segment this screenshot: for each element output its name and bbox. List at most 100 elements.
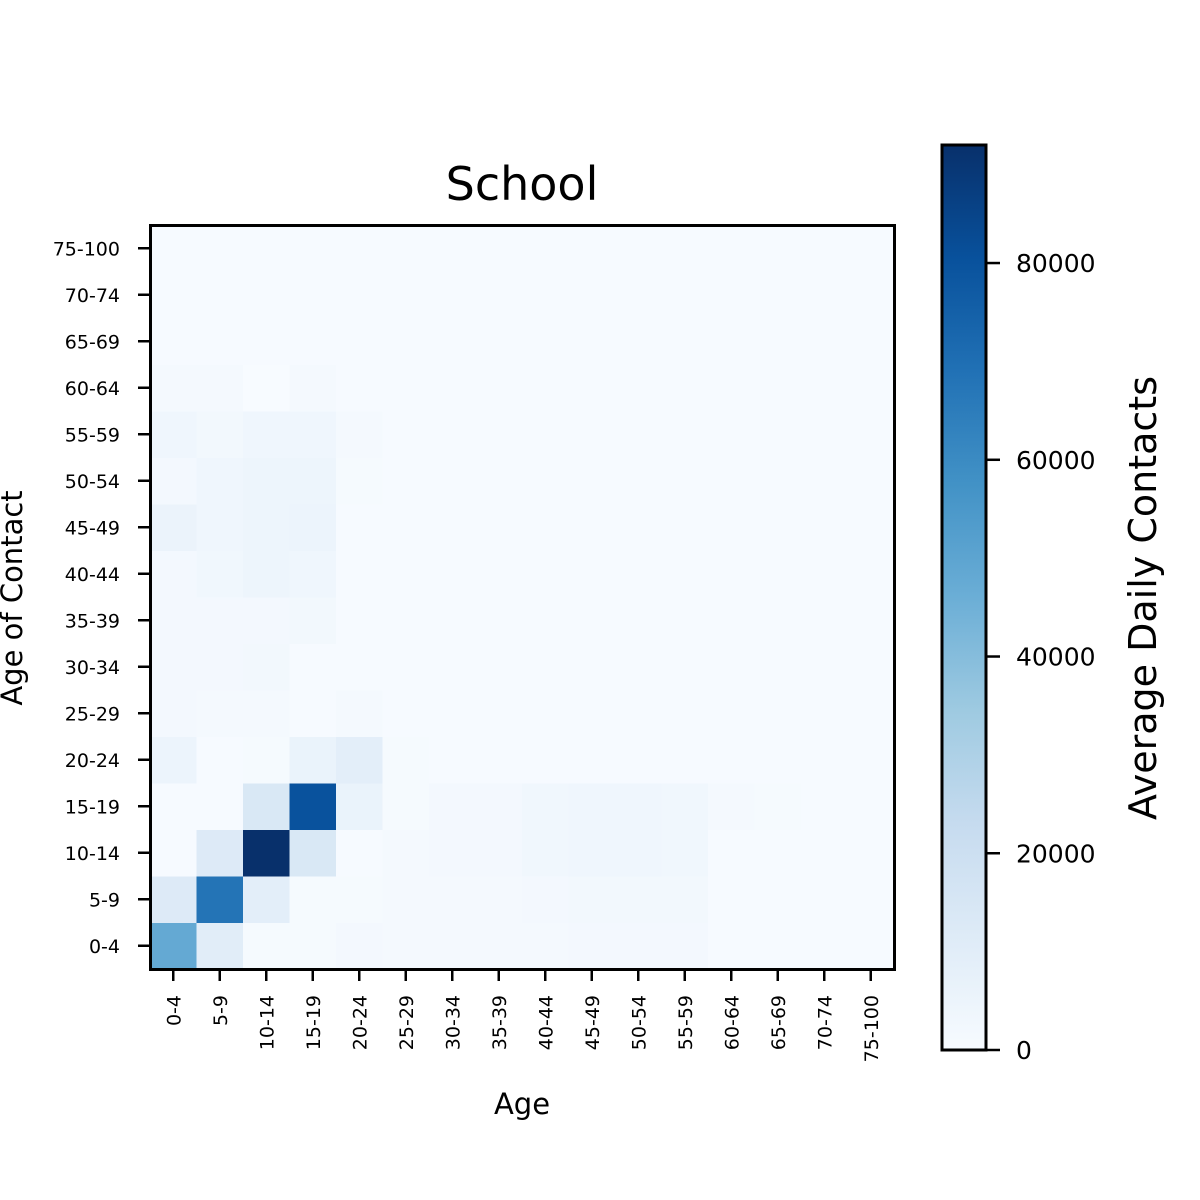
heatmap-cell [754, 504, 802, 551]
heatmap-cell [661, 318, 709, 365]
heatmap-cell [847, 364, 895, 412]
heatmap-cell [150, 225, 197, 272]
heatmap-cell [382, 597, 430, 644]
heatmap-cell [243, 225, 290, 272]
heatmap-cell [243, 271, 290, 319]
heatmap-cell [661, 829, 709, 877]
chart-title: School [446, 157, 599, 211]
heatmap-cell [568, 736, 616, 784]
heatmap-cell [568, 271, 616, 319]
heatmap-cell [754, 736, 802, 784]
heatmap-cell [336, 318, 383, 365]
heatmap-cell [150, 829, 197, 877]
heatmap-cell [196, 225, 244, 272]
x-tick-label: 5-9 [210, 995, 232, 1026]
colorbar-tick-label: 60000 [1016, 446, 1096, 475]
y-tick-label: 40-44 [65, 564, 120, 586]
heatmap-cell [754, 690, 802, 737]
heatmap-cell [243, 550, 290, 598]
heatmap-cell [661, 736, 709, 784]
heatmap-cell [243, 364, 290, 412]
heatmap-cell [801, 922, 848, 970]
heatmap-cell [243, 504, 290, 551]
heatmap-cell [801, 597, 848, 644]
colorbar [940, 143, 988, 1052]
heatmap-cell [754, 225, 802, 272]
heatmap-cell [801, 504, 848, 551]
x-tick-label: 40-44 [535, 995, 557, 1050]
y-tick-label: 15-19 [65, 796, 120, 818]
heatmap-cell [615, 364, 662, 412]
heatmap-cell [801, 829, 848, 877]
heatmap-cell [568, 457, 616, 505]
heatmap-cell [661, 364, 709, 412]
colorbar-ticks: 0 20000 40000 60000 80000 [986, 249, 1096, 1065]
heatmap-cell [615, 457, 662, 505]
colorbar-tick-label: 80000 [1016, 249, 1096, 278]
x-tick-label: 30-34 [442, 995, 464, 1050]
heatmap-cell [243, 690, 290, 737]
heatmap-cell [522, 922, 569, 970]
heatmap-cell [847, 643, 895, 691]
heatmap-cell [289, 504, 337, 551]
y-tick-label: 60-64 [65, 378, 120, 400]
heatmap-cell [615, 876, 662, 923]
heatmap-cell [661, 643, 709, 691]
x-tick-label: 60-64 [721, 995, 743, 1050]
heatmap-cell [754, 783, 802, 830]
heatmap-cell [150, 643, 197, 691]
x-axis-ticks: 0-4 5-9 10-14 15-19 20-24 25-29 30-34 35-39 40-4… [163, 969, 883, 1062]
heatmap-cell [336, 504, 383, 551]
heatmap-cell [475, 690, 523, 737]
heatmap-cell [801, 318, 848, 365]
y-tick-label: 0-4 [89, 936, 120, 958]
heatmap-cell [801, 364, 848, 412]
heatmap-cell [150, 597, 197, 644]
heatmap-cell [522, 318, 569, 365]
heatmap-cell [475, 643, 523, 691]
heatmap-cell [522, 225, 569, 272]
heatmap-cell [522, 643, 569, 691]
heatmap-cell [754, 457, 802, 505]
y-tick-label: 25-29 [65, 703, 120, 725]
heatmap-cell [615, 736, 662, 784]
y-tick-label: 10-14 [65, 843, 120, 865]
heatmap-cell [847, 318, 895, 365]
heatmap-cell [475, 318, 523, 365]
heatmap-cell [196, 457, 244, 505]
y-tick-label: 65-69 [65, 331, 120, 353]
heatmap-cell [754, 364, 802, 412]
heatmap-cell [475, 876, 523, 923]
heatmap-cell [615, 690, 662, 737]
heatmap-cell [429, 736, 476, 784]
x-tick-label: 10-14 [256, 995, 278, 1050]
heatmap-cell [847, 736, 895, 784]
heatmap-cell [801, 783, 848, 830]
heatmap-cell [661, 876, 709, 923]
heatmap-cell [522, 597, 569, 644]
heatmap-cell [289, 457, 337, 505]
heatmap-cell [382, 504, 430, 551]
heatmap-cell [382, 225, 430, 272]
heatmap-cell [475, 411, 523, 458]
heatmap-cell [196, 504, 244, 551]
heatmap-cell [754, 597, 802, 644]
heatmap-cell [708, 783, 755, 830]
heatmap-cell [661, 271, 709, 319]
heatmap-cell [289, 876, 337, 923]
heatmap-cell [289, 225, 337, 272]
heatmap-cell [847, 829, 895, 877]
heatmap-cell [754, 271, 802, 319]
heatmap-cell [150, 411, 197, 458]
x-tick-label: 75-100 [861, 995, 883, 1062]
heatmap-cell [429, 318, 476, 365]
heatmap-cell [847, 597, 895, 644]
heatmap-cell [429, 504, 476, 551]
heatmap-cell [429, 922, 476, 970]
heatmap-cell [475, 783, 523, 830]
y-tick-label: 70-74 [65, 285, 120, 307]
heatmap-cell [382, 457, 430, 505]
heatmap-cell [243, 318, 290, 365]
heatmap-cell [801, 225, 848, 272]
heatmap-cell [754, 318, 802, 365]
